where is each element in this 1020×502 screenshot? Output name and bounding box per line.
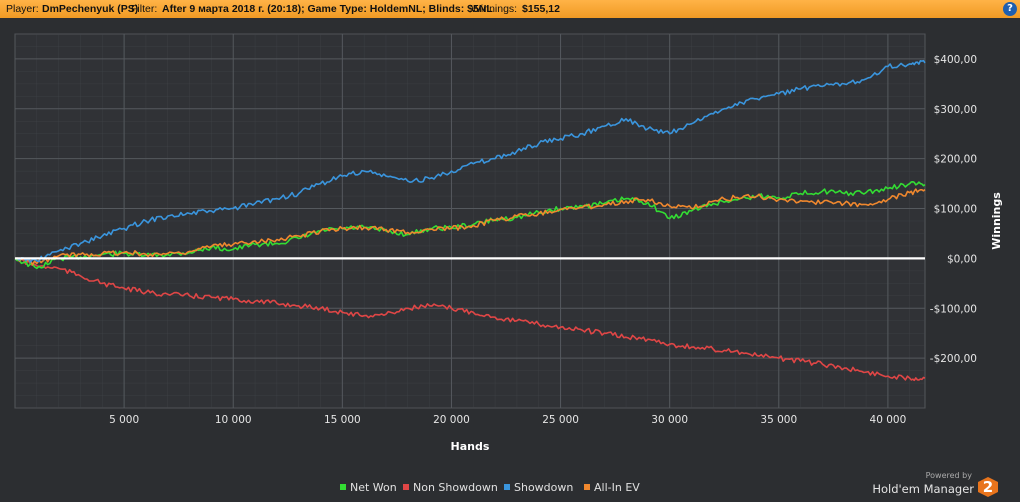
legend-label: Showdown — [514, 481, 574, 494]
x-tick-label: 30 000 — [651, 414, 688, 426]
legend-label: Net Won — [350, 481, 397, 494]
brand-name: Hold'em Manager — [872, 482, 974, 496]
x-tick-label: 5 000 — [109, 414, 139, 426]
x-axis-title: Hands — [451, 440, 490, 453]
x-tick-label: 40 000 — [870, 414, 907, 426]
y-tick-label: -$200,00 — [930, 353, 977, 365]
player-label: Player: — [6, 3, 39, 15]
y-axis-title: Winnings — [990, 192, 1003, 250]
y-tick-label: $300,00 — [934, 104, 977, 116]
y-tick-label: $100,00 — [934, 204, 977, 216]
series-line-net-won — [14, 181, 926, 270]
help-icon[interactable]: ? — [1003, 2, 1017, 16]
legend-item-net-won[interactable]: Net Won — [340, 481, 397, 494]
x-tick-label: 35 000 — [760, 414, 797, 426]
axes: 5 000 10 000 15 000 20 000 25 000 30 000 35 00… — [109, 54, 977, 426]
winnings-line-chart: 5 000 10 000 15 000 20 000 25 000 30 000 35 00… — [14, 33, 1003, 453]
x-tick-label: 20 000 — [433, 414, 470, 426]
legend-swatch — [584, 484, 590, 490]
legend-label: All-In EV — [594, 481, 640, 494]
legend-item-showdown[interactable]: Showdown — [504, 481, 573, 494]
series-line-non-showdown — [14, 257, 926, 382]
series-line-all-in-ev — [14, 188, 926, 266]
chart-legend: Net Won Non Showdown Showdown All-In EV — [0, 481, 1020, 497]
x-tick-label: 15 000 — [324, 414, 361, 426]
x-tick-label: 10 000 — [215, 414, 252, 426]
legend-item-non-showdown[interactable]: Non Showdown — [403, 481, 498, 494]
filter-header-bar: Player: DmPechenyuk (PS) Filter: After 9… — [0, 0, 1020, 18]
series-line-showdown — [14, 59, 926, 263]
hem2-logo-icon: 2 — [978, 477, 998, 497]
y-tick-label: -$100,00 — [930, 303, 977, 315]
powered-by-text: Powered by — [925, 471, 972, 480]
grid-lines — [15, 33, 925, 409]
x-tick-label: 25 000 — [542, 414, 579, 426]
y-tick-label: $400,00 — [934, 54, 977, 66]
player-value: DmPechenyuk (PS) — [42, 3, 139, 15]
filter-value: After 9 марта 2018 г. (20:18); Game Type… — [162, 3, 493, 15]
winnings-value: $155,12 — [522, 3, 560, 15]
brand-watermark: Powered by Hold'em Manager 2 — [870, 471, 1010, 499]
legend-swatch — [340, 484, 346, 490]
legend-swatch — [403, 484, 409, 490]
legend-swatch — [504, 484, 510, 490]
y-tick-label: $200,00 — [934, 154, 977, 166]
winnings-label: Winnings: — [471, 3, 518, 15]
series-lines — [14, 59, 926, 382]
y-tick-label: $0,00 — [947, 253, 977, 265]
legend-label: Non Showdown — [413, 481, 498, 494]
filter-label: Filter: — [131, 3, 158, 15]
legend-item-all-in-ev[interactable]: All-In EV — [584, 481, 640, 494]
